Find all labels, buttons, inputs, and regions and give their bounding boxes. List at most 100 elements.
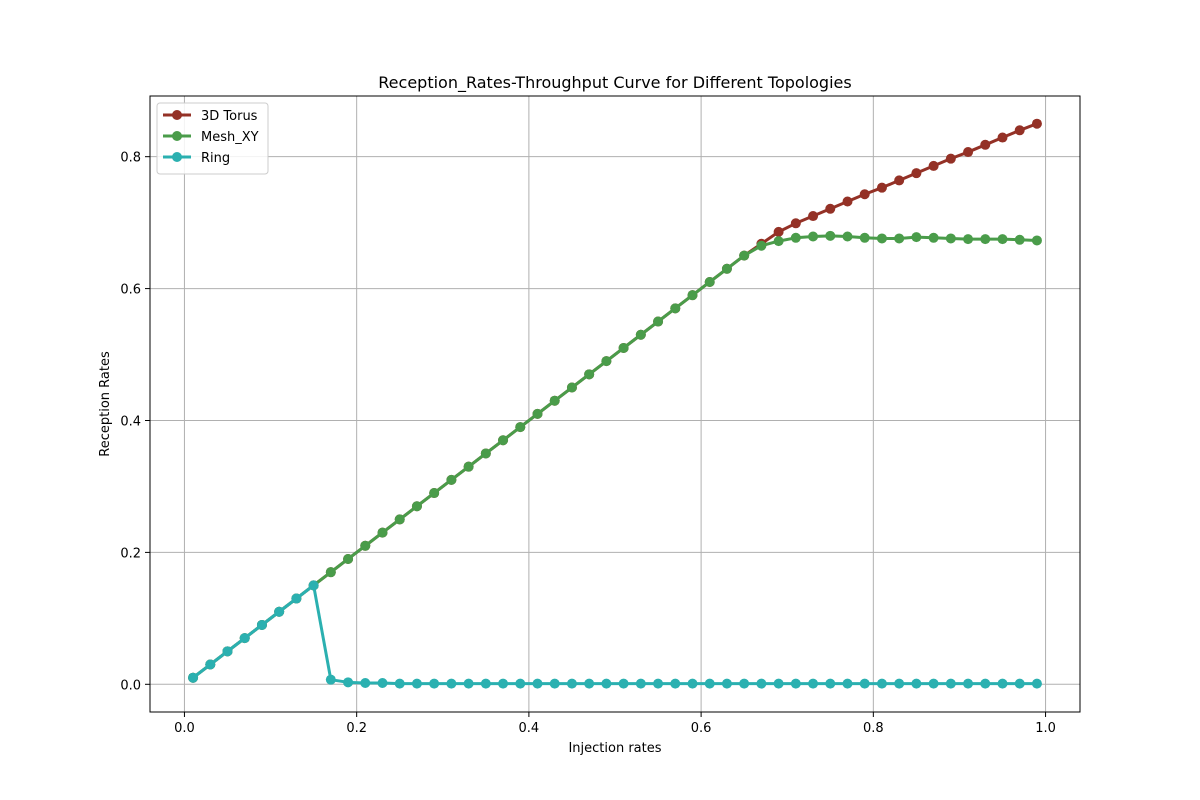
data-point-ring: [308, 580, 319, 591]
data-point-ring: [188, 672, 199, 683]
data-point-mesh-xy: [721, 263, 732, 274]
data-point-ring: [670, 678, 681, 689]
data-point-ring: [291, 593, 302, 604]
data-point-ring: [205, 659, 216, 670]
data-point-3d-torus: [790, 218, 801, 229]
series-ring: [188, 580, 1042, 689]
data-point-mesh-xy: [894, 233, 905, 244]
data-point-ring: [360, 677, 371, 688]
grid: [150, 96, 1080, 712]
data-point-mesh-xy: [429, 488, 440, 499]
y-tick-label: 0.6: [120, 283, 141, 298]
data-point-ring: [532, 678, 543, 689]
data-point-mesh-xy: [566, 382, 577, 393]
data-point-3d-torus: [876, 182, 887, 193]
chart-title: Reception_Rates-Throughput Curve for Dif…: [378, 73, 851, 93]
data-point-mesh-xy: [704, 276, 715, 287]
data-point-mesh-xy: [825, 230, 836, 241]
data-point-3d-torus: [1014, 125, 1025, 136]
data-point-3d-torus: [773, 226, 784, 237]
data-point-ring: [618, 678, 629, 689]
data-point-mesh-xy: [618, 342, 629, 353]
data-point-3d-torus: [963, 147, 974, 158]
legend-label-ring: Ring: [201, 151, 230, 166]
data-point-mesh-xy: [394, 514, 405, 525]
data-point-3d-torus: [911, 168, 922, 179]
plot-frame: [149, 95, 1081, 713]
data-point-ring: [653, 678, 664, 689]
data-point-mesh-xy: [1014, 234, 1025, 245]
data-point-ring: [549, 678, 560, 689]
data-point-mesh-xy: [635, 329, 646, 340]
legend-marker-ring: [172, 152, 182, 162]
data-point-ring: [911, 678, 922, 689]
data-point-mesh-xy: [756, 240, 767, 251]
data-point-ring: [274, 606, 285, 617]
x-tick-label: 0.0: [174, 721, 195, 736]
data-point-mesh-xy: [411, 501, 422, 512]
data-point-mesh-xy: [808, 231, 819, 242]
legend-label-3d-torus: 3D Torus: [201, 109, 258, 124]
data-point-mesh-xy: [1031, 235, 1042, 246]
data-point-ring: [635, 678, 646, 689]
y-tick-label: 0.4: [120, 414, 141, 429]
data-point-mesh-xy: [498, 435, 509, 446]
data-point-ring: [498, 678, 509, 689]
data-point-3d-torus: [997, 132, 1008, 143]
data-point-ring: [687, 678, 698, 689]
series-mesh-xy: [188, 230, 1042, 683]
data-point-mesh-xy: [446, 474, 457, 485]
data-point-mesh-xy: [532, 408, 543, 419]
data-point-ring: [808, 678, 819, 689]
data-point-ring: [773, 678, 784, 689]
data-point-ring: [411, 678, 422, 689]
data-point-ring: [842, 678, 853, 689]
data-point-ring: [876, 678, 887, 689]
data-point-mesh-xy: [653, 316, 664, 327]
data-point-ring: [1014, 678, 1025, 689]
data-point-3d-torus: [842, 196, 853, 207]
data-point-mesh-xy: [515, 422, 526, 433]
data-point-3d-torus: [808, 211, 819, 222]
data-point-ring: [256, 619, 267, 630]
data-point-ring: [377, 677, 388, 688]
x-tick-label: 0.6: [691, 721, 712, 736]
data-point-3d-torus: [928, 160, 939, 171]
data-point-mesh-xy: [687, 290, 698, 301]
data-point-ring: [343, 677, 354, 688]
data-point-mesh-xy: [790, 232, 801, 243]
legend-marker-3d-torus: [172, 110, 182, 120]
axis-ticks: 0.0 0.2 0.4 0.6 0.8 1.0 0.0 0.2 0.4 0.6 0.8: [120, 151, 1056, 736]
data-point-ring: [394, 678, 405, 689]
data-point-ring: [721, 678, 732, 689]
data-point-ring: [704, 678, 715, 689]
x-tick-label: 0.2: [346, 721, 367, 736]
data-point-ring: [325, 674, 336, 685]
data-point-ring: [963, 678, 974, 689]
data-point-3d-torus: [945, 153, 956, 164]
data-point-ring: [601, 678, 612, 689]
data-point-mesh-xy: [480, 448, 491, 459]
data-point-ring: [945, 678, 956, 689]
data-point-ring: [756, 678, 767, 689]
data-point-mesh-xy: [584, 369, 595, 380]
data-point-mesh-xy: [980, 234, 991, 245]
data-point-ring: [515, 678, 526, 689]
data-point-mesh-xy: [911, 232, 922, 243]
data-point-mesh-xy: [773, 236, 784, 247]
data-point-ring: [584, 678, 595, 689]
data-point-ring: [446, 678, 457, 689]
data-point-3d-torus: [859, 189, 870, 200]
y-axis-label: Reception Rates: [98, 351, 113, 457]
data-point-mesh-xy: [997, 234, 1008, 245]
data-point-ring: [859, 678, 870, 689]
data-point-ring: [429, 678, 440, 689]
data-point-3d-torus: [1031, 118, 1042, 129]
legend: 3D Torus Mesh_XY Ring: [156, 102, 269, 175]
data-point-mesh-xy: [343, 553, 354, 564]
legend-marker-mesh-xy: [172, 131, 182, 141]
y-tick-label: 0.2: [120, 546, 141, 561]
data-point-mesh-xy: [963, 234, 974, 245]
y-tick-label: 0.8: [120, 151, 141, 166]
